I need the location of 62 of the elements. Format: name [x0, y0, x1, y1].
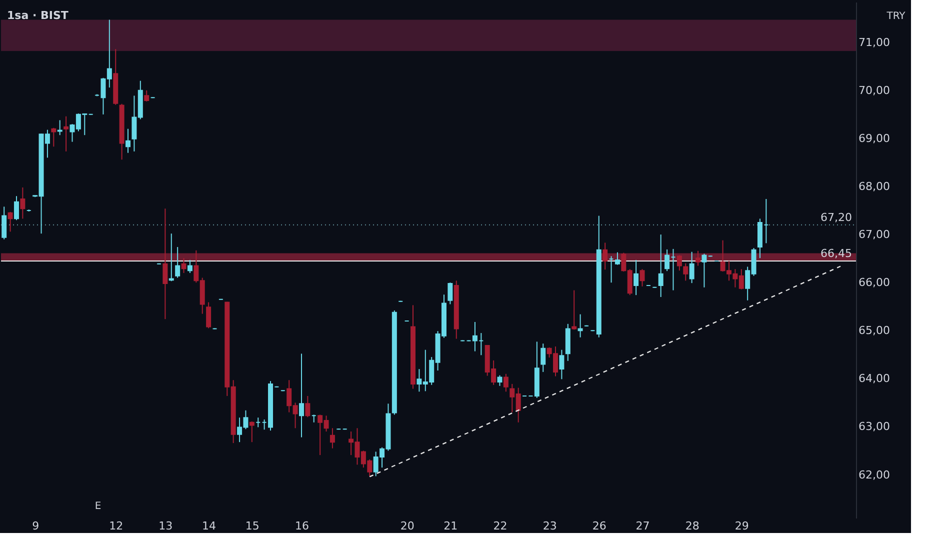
x-tick-label: 15 — [245, 520, 260, 532]
y-tick-label: 66,00 — [858, 276, 890, 290]
candlestick — [51, 127, 56, 148]
candlestick — [2, 206, 7, 240]
x-tick-label: 9 — [32, 520, 40, 532]
candlestick — [14, 196, 19, 221]
candlestick — [540, 343, 546, 372]
candlestick — [8, 211, 13, 232]
x-tick-label: 22 — [493, 520, 508, 532]
candlestick — [64, 116, 69, 152]
candlestick — [162, 208, 168, 320]
candlestick — [181, 258, 186, 274]
x-tick-label: 23 — [542, 520, 557, 532]
x-tick-label: 13 — [158, 520, 173, 532]
candlestick — [175, 246, 180, 278]
candlestick — [572, 290, 577, 330]
candlestick — [614, 252, 620, 266]
annotation: E — [94, 501, 102, 512]
x-tick-label: 14 — [202, 520, 216, 532]
y-tick-label: 63,00 — [858, 420, 890, 434]
candlestick — [144, 90, 150, 102]
candlestick — [602, 242, 608, 270]
ref-line-label: 67,20 — [820, 210, 852, 224]
y-tick-label: 69,00 — [858, 132, 890, 145]
y-tick-label: 65,00 — [858, 324, 890, 338]
x-tick-label: 16 — [294, 520, 309, 532]
candlestick — [559, 349, 564, 380]
candlestick — [497, 374, 502, 386]
x-tick-label: 26 — [592, 520, 606, 532]
x-tick-label: 12 — [109, 520, 124, 532]
candlestick — [20, 186, 26, 220]
candlestick — [702, 253, 707, 288]
x-tick-label: 20 — [400, 520, 414, 532]
candlestick — [187, 260, 192, 274]
y-tick-label: 62,00 — [858, 468, 890, 482]
candlestick — [578, 314, 583, 338]
candlestick — [696, 250, 701, 266]
candlestick — [330, 428, 335, 449]
candlestick — [206, 302, 212, 329]
text: TRY — [886, 11, 906, 22]
y-tick-label: 64,00 — [858, 372, 890, 386]
candlestick — [298, 353, 304, 438]
candlestick — [640, 268, 645, 287]
candlestick — [126, 128, 131, 154]
y-tick-label: 67,00 — [858, 228, 890, 242]
text: 1sa · BIST — [7, 9, 69, 22]
y-tick-label: 70,00 — [858, 84, 890, 97]
candlestick — [689, 251, 694, 284]
candlestick — [658, 234, 664, 298]
x-tick-label: 21 — [444, 520, 458, 532]
y-tick-label: 68,00 — [858, 180, 890, 193]
candlestick — [448, 282, 453, 305]
candlestick — [168, 233, 174, 282]
ref-line-label: 66,45 — [820, 246, 852, 260]
candlestick — [503, 373, 508, 392]
x-tick-label: 27 — [636, 520, 650, 532]
y-tick-label: 71,00 — [858, 36, 890, 49]
candlestick — [634, 260, 639, 296]
candlestick — [249, 420, 254, 443]
x-tick-label: 28 — [685, 520, 700, 532]
x-tick-label: 29 — [734, 520, 749, 532]
candlestick — [305, 395, 310, 418]
